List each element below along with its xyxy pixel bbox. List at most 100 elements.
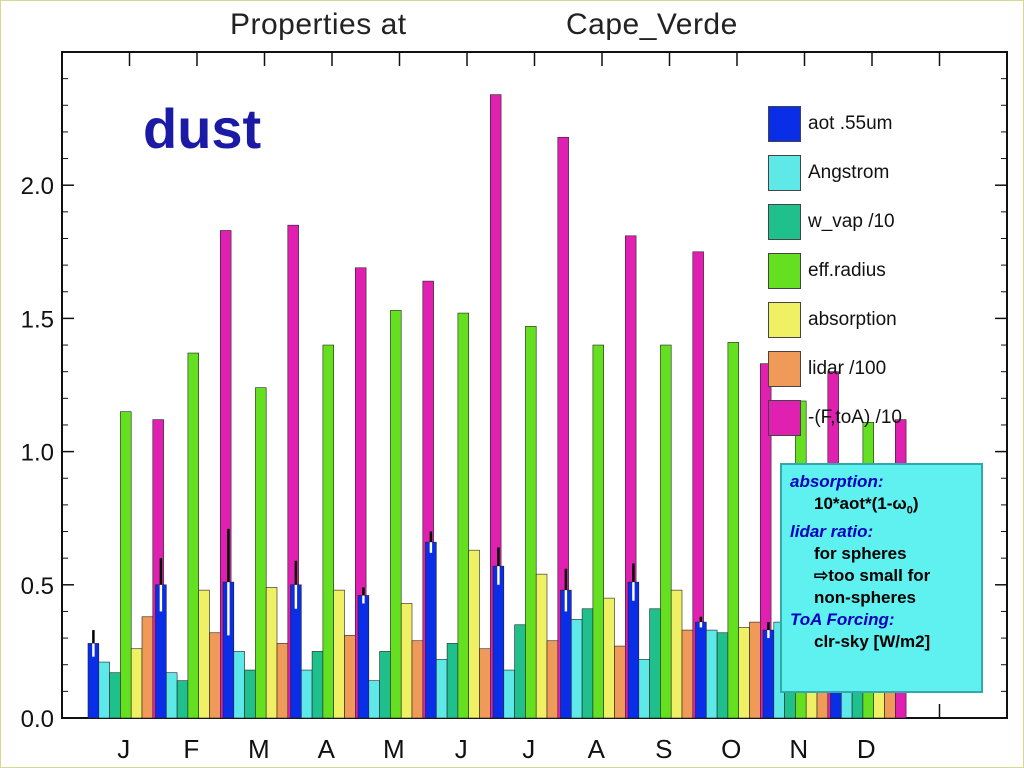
bar-1-6 bbox=[503, 669, 515, 719]
bar-5-2 bbox=[276, 643, 289, 719]
bar-3-3 bbox=[322, 344, 334, 719]
bar-3-7 bbox=[592, 344, 605, 719]
legend-item-absorption: absorption bbox=[768, 302, 897, 338]
x-tick-label: J bbox=[455, 734, 468, 764]
note-lidar-head: lidar ratio: bbox=[790, 522, 874, 542]
bar-1-4 bbox=[368, 680, 380, 719]
note-lidar-line3: non-spheres bbox=[814, 588, 917, 608]
bar-0-8 bbox=[627, 581, 640, 719]
bar-5-3 bbox=[344, 635, 356, 719]
bar-1-9 bbox=[705, 629, 718, 719]
y-tick-label: 0.0 bbox=[21, 706, 54, 733]
y-tick-label: 0.5 bbox=[21, 573, 54, 600]
bar-1-8 bbox=[638, 659, 650, 719]
bar-4-3 bbox=[333, 589, 345, 719]
y-tick-label: 2.0 bbox=[21, 173, 54, 200]
bar-2-3 bbox=[311, 651, 324, 719]
bar-4-2 bbox=[265, 587, 278, 719]
bar-5-6 bbox=[546, 640, 559, 719]
legend-label-angstrom: Angstrom bbox=[808, 162, 890, 183]
x-tick-label: J bbox=[522, 734, 535, 764]
legend-label-effradius: eff.radius bbox=[808, 260, 886, 281]
bar-4-4 bbox=[400, 603, 413, 719]
bar-1-1 bbox=[166, 672, 178, 719]
bar-0-10 bbox=[762, 629, 775, 719]
bar-5-4 bbox=[411, 640, 424, 719]
legend-label-aot: aot .55um bbox=[808, 113, 893, 134]
x-tick-label: O bbox=[721, 734, 741, 764]
bar-1-5 bbox=[435, 659, 448, 719]
bar-0-9 bbox=[695, 621, 707, 719]
x-tick-label: N bbox=[789, 734, 808, 764]
legend-swatch-forcing bbox=[768, 400, 801, 436]
bar-3-6 bbox=[525, 326, 537, 719]
note-lidar-line1: for spheres bbox=[814, 544, 907, 564]
x-tick-label: A bbox=[318, 734, 336, 764]
legend-item-effradius: eff.radius bbox=[768, 253, 886, 289]
legend-label-wvap: w_vap /10 bbox=[808, 211, 895, 232]
chart-title-site: Cape_Verde bbox=[566, 8, 738, 41]
legend-label-lidar: lidar /100 bbox=[808, 358, 887, 379]
x-tick-label: D bbox=[857, 734, 876, 764]
x-tick-label: M bbox=[248, 734, 270, 764]
bar-4-5 bbox=[468, 549, 480, 719]
bar-2-8 bbox=[649, 608, 661, 719]
legend-item-forcing: -(F,toA) /10 bbox=[768, 400, 902, 436]
bar-2-7 bbox=[581, 608, 594, 719]
x-tick-label: A bbox=[588, 734, 606, 764]
legend-item-angstrom: Angstrom bbox=[768, 155, 889, 191]
legend-swatch-absorption bbox=[768, 302, 801, 338]
bar-1-3 bbox=[300, 669, 313, 719]
bar-1-7 bbox=[570, 619, 583, 719]
legend-item-aot: aot .55um bbox=[768, 106, 893, 142]
bar-1-2 bbox=[233, 651, 245, 719]
chart-title-prefix: Properties at bbox=[230, 8, 407, 41]
bar-2-9 bbox=[716, 632, 729, 719]
bar-2-1 bbox=[176, 680, 189, 719]
bar-2-5 bbox=[446, 643, 459, 719]
note-toa-line1: clr-sky [W/m2] bbox=[814, 632, 931, 652]
bar-3-1 bbox=[187, 352, 199, 719]
bar-3-0 bbox=[120, 411, 132, 719]
bar-1-0 bbox=[98, 661, 110, 719]
bar-2-6 bbox=[514, 624, 526, 719]
bar-5-0 bbox=[141, 616, 154, 719]
x-tick-label: S bbox=[655, 734, 672, 764]
y-tick-label: 1.5 bbox=[21, 306, 54, 333]
bar-4-6 bbox=[535, 573, 548, 719]
legend-label-absorption: absorption bbox=[808, 309, 897, 330]
y-tick-label: 1.0 bbox=[21, 440, 54, 467]
note-absorption-head: absorption: bbox=[790, 472, 884, 491]
note-lidar-line2: ⇨too small for bbox=[814, 566, 931, 586]
bar-4-0 bbox=[130, 648, 143, 719]
x-tick-label: F bbox=[183, 734, 199, 764]
note-toa-head: ToA Forcing: bbox=[790, 610, 895, 630]
legend-swatch-wvap bbox=[768, 204, 801, 240]
legend-item-lidar: lidar /100 bbox=[768, 351, 886, 387]
definitions-note: absorption: 10*aot*(1-ω0) lidar ratio: f… bbox=[780, 463, 983, 693]
bar-4-9 bbox=[738, 627, 750, 719]
x-tick-label: J bbox=[117, 734, 130, 764]
bar-0-6 bbox=[492, 565, 505, 719]
note-absorption-formula: 10*aot*(1-ω0) bbox=[814, 494, 919, 517]
aerosol-type-label: dust bbox=[143, 97, 262, 160]
bar-2-4 bbox=[379, 651, 391, 719]
legend-swatch-aot bbox=[768, 106, 801, 142]
bar-5-8 bbox=[681, 629, 694, 719]
bar-5-9 bbox=[749, 621, 761, 719]
legend-swatch-effradius bbox=[768, 253, 801, 289]
bar-3-9 bbox=[727, 342, 740, 719]
bar-5-7 bbox=[614, 645, 626, 719]
bar-5-1 bbox=[209, 632, 221, 719]
legend-swatch-lidar bbox=[768, 351, 801, 387]
bar-5-5 bbox=[479, 648, 491, 719]
legend-label-forcing: -(F,toA) /10 bbox=[808, 407, 902, 428]
legend-swatch-angstrom bbox=[768, 155, 801, 191]
bar-3-2 bbox=[255, 387, 267, 719]
bar-4-8 bbox=[670, 589, 683, 719]
bar-3-4 bbox=[390, 310, 402, 719]
bar-3-8 bbox=[660, 344, 672, 719]
bar-2-2 bbox=[244, 669, 256, 719]
bar-0-4 bbox=[357, 595, 370, 719]
bar-4-7 bbox=[603, 597, 615, 719]
